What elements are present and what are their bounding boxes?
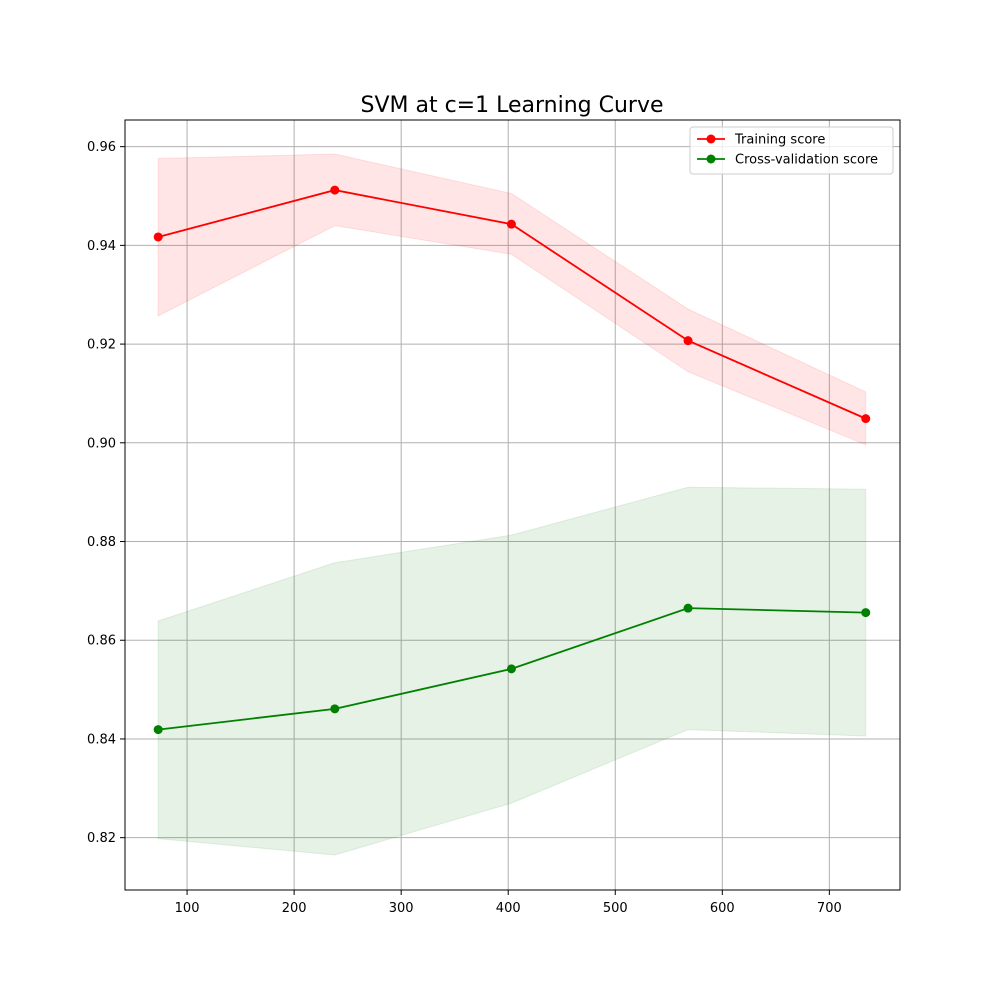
x-tick-label: 700 [817,901,842,916]
y-tick-label: 0.88 [87,535,116,550]
x-tick-label: 100 [175,901,200,916]
cross-validation-point [506,664,516,674]
cross-validation-point [330,704,340,714]
legend-marker-cross-validation [706,154,716,164]
x-tick-label: 200 [282,901,307,916]
grid [125,120,900,890]
training-std-band [157,153,867,446]
x-tick-label: 400 [496,901,521,916]
cross-validation-point [861,608,871,618]
training-point [153,232,163,242]
x-tick-label: 500 [603,901,628,916]
x-axis-ticks: 100 200 300 400 500 600 700 [175,890,842,916]
training-point [506,219,516,229]
y-tick-label: 0.92 [87,338,116,353]
legend-marker-training [706,134,716,144]
y-tick-label: 0.84 [87,732,116,747]
y-tick-label: 0.96 [87,140,116,155]
legend-label-training: Training score [734,133,825,148]
y-tick-label: 0.94 [87,239,116,254]
y-tick-label: 0.90 [87,436,116,451]
series-points [153,185,871,735]
cross-validation-point [683,603,693,613]
y-axis-ticks: 0.82 0.84 0.86 0.88 0.90 0.92 0.94 0.96 [87,140,125,846]
training-point [683,336,693,346]
legend: Training score Cross-validation score [689,126,894,175]
chart-title: SVM at c=1 Learning Curve [360,93,663,118]
legend-box [689,126,894,175]
legend-label-cross-validation: Cross-validation score [735,153,878,168]
training-point [861,414,871,424]
cross-validation-point [153,725,163,735]
x-tick-label: 300 [389,901,414,916]
y-tick-label: 0.86 [87,634,116,649]
plot-frame [124,119,901,891]
y-tick-label: 0.82 [87,831,116,846]
training-point [330,185,340,195]
x-tick-label: 600 [710,901,735,916]
